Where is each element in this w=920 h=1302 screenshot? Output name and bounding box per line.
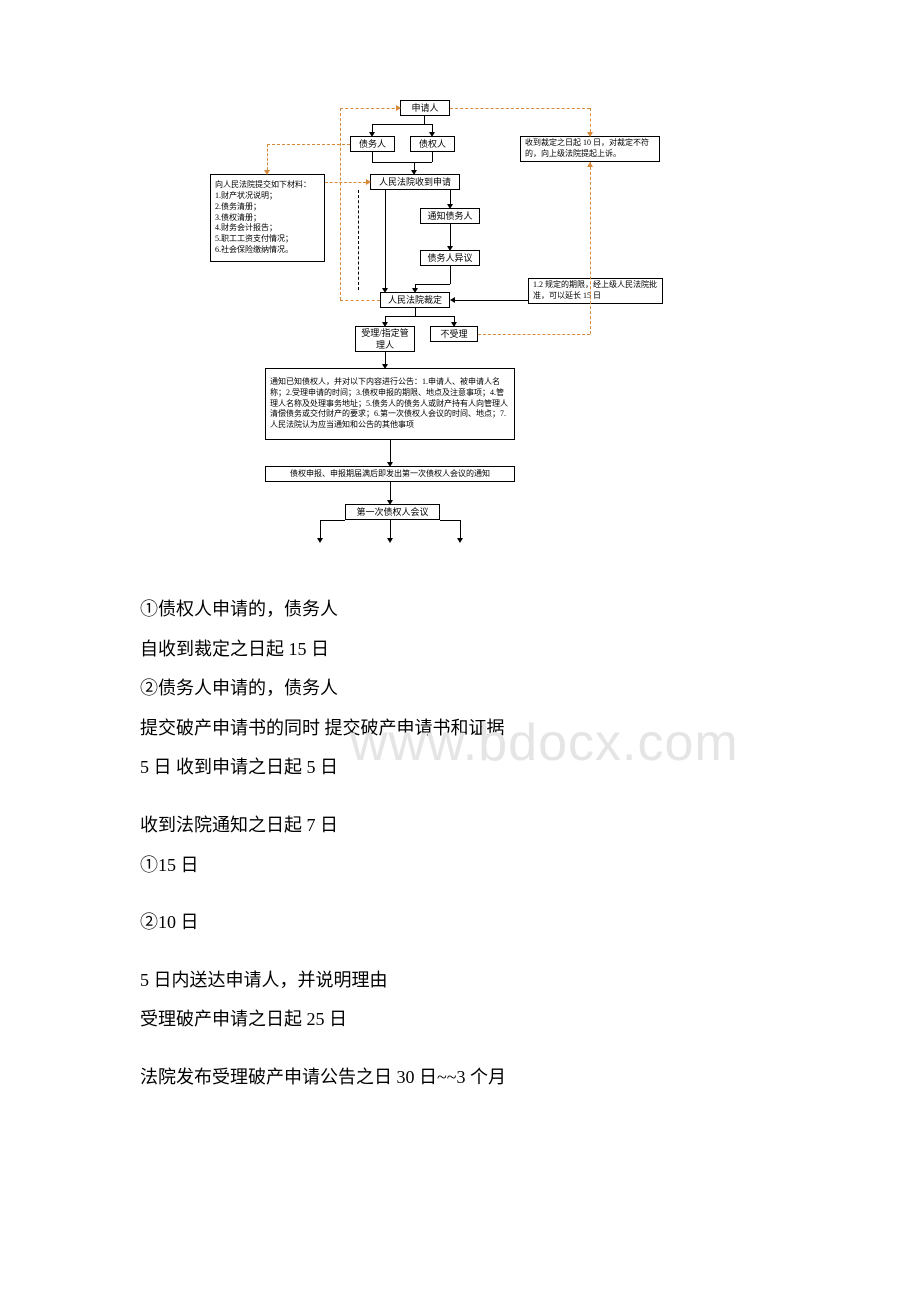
node-ruling: 人民法院裁定	[380, 292, 450, 308]
node-appeal-note: 收到裁定之日起 10 日，对裁定不符的，向上级法院提起上诉。	[520, 136, 660, 162]
text-line: 自收到裁定之日起 15 日	[140, 630, 780, 670]
node-reject: 不受理	[430, 326, 478, 342]
node-submit-materials: 向人民法院提交如下材料： 1.财产状况说明； 2.债务清册； 3.债权清册； 4…	[210, 174, 325, 262]
node-notify-debtor: 通知债务人	[420, 208, 480, 224]
node-debtor-objection: 债务人异议	[420, 250, 480, 266]
text-line: 提交破产申请书的同时 提交破产申请书和证据	[140, 709, 780, 749]
node-receive: 人民法院收到申请	[370, 174, 460, 190]
node-applicant: 申请人	[400, 100, 450, 116]
text-line: 5 日 收到申请之日起 5 日	[140, 748, 780, 788]
body-text: ①债权人申请的，债务人 自收到裁定之日起 15 日 ②债务人申请的，债务人 提交…	[140, 590, 780, 1098]
text-line: ①15 日	[140, 846, 780, 886]
node-debtor: 债务人	[350, 136, 395, 152]
text-line: ①债权人申请的，债务人	[140, 590, 780, 630]
text-line: 法院发布受理破产申请公告之日 30 日~~3 个月	[140, 1058, 780, 1098]
node-accept: 受理/指定管理人	[355, 326, 415, 352]
node-deadline-notice: 债权申报、申报期届满后即发出第一次债权人会议的通知	[265, 466, 515, 482]
node-creditor: 债权人	[410, 136, 455, 152]
text-line: 受理破产申请之日起 25 日	[140, 1000, 780, 1040]
text-line: ②债务人申请的，债务人	[140, 669, 780, 709]
text-line: 收到法院通知之日起 7 日	[140, 806, 780, 846]
node-extend-note: 1.2 规定的期限，经上级人民法院批准，可以延长 15 日	[528, 278, 663, 304]
text-line: ②10 日	[140, 903, 780, 943]
flowchart: 申请人 债务人 债权人 收到裁定之日起 10 日，对裁定不符的，向上级法院提起上…	[210, 100, 670, 560]
node-announce: 通知已知债权人，并对以下内容进行公告：1.申请人、被申请人名称；2.受理申请的时…	[265, 368, 515, 440]
node-first-meeting: 第一次债权人会议	[345, 504, 440, 520]
text-line: 5 日内送达申请人，并说明理由	[140, 961, 780, 1001]
